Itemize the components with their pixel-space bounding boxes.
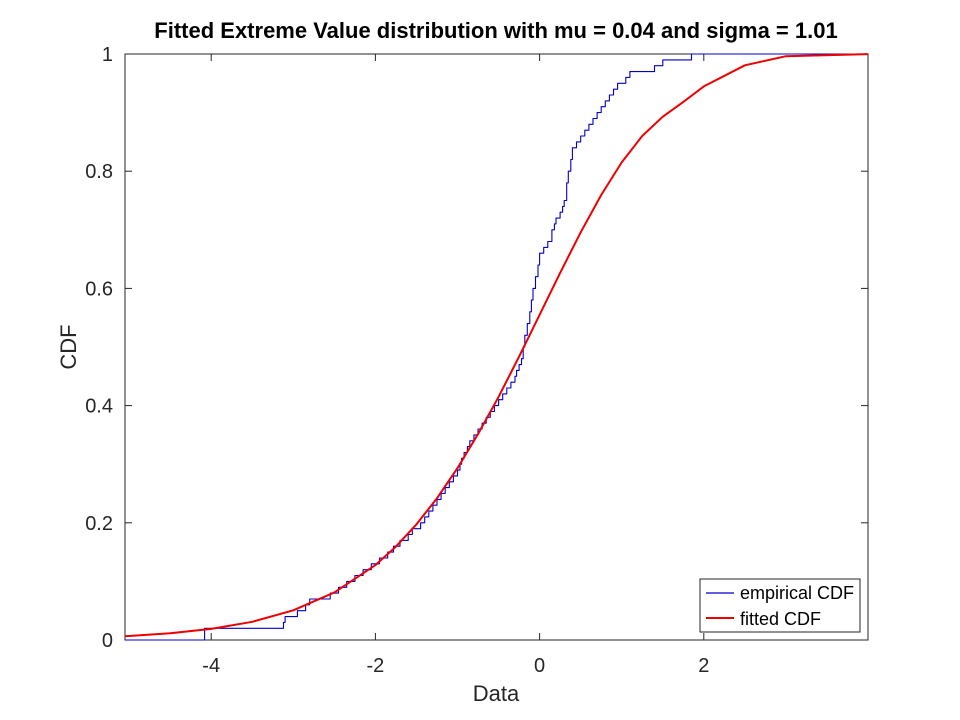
y-tick-label: 0.4 <box>85 396 113 418</box>
x-axis-label: Data <box>473 681 520 706</box>
y-axis: 0 0.2 0.4 0.6 0.8 1 <box>85 44 868 652</box>
x-tick-label: -4 <box>202 655 220 677</box>
y-tick-label: 0.8 <box>85 161 113 183</box>
series-line-empirical-cdf <box>125 53 868 641</box>
series-layer <box>124 53 869 641</box>
y-tick-label: 0 <box>102 630 113 652</box>
legend-label-empirical: empirical CDF <box>740 583 854 603</box>
legend-box <box>699 578 861 633</box>
plot-area: -4 -2 0 2 0 0.2 0.4 0.6 0.8 1 <box>85 44 869 677</box>
y-axis-label: CDF <box>56 324 81 369</box>
x-tick-label: 2 <box>698 655 709 677</box>
legend-label-fitted: fitted CDF <box>740 609 821 629</box>
y-tick-label: 1 <box>102 44 113 66</box>
x-tick-label: -2 <box>367 655 385 677</box>
x-tick-label: 0 <box>534 655 545 677</box>
y-tick-label: 0.2 <box>85 513 113 535</box>
series-line-fitted-cdf <box>124 53 869 638</box>
legend: empirical CDF fitted CDF <box>699 578 861 633</box>
y-tick-label: 0.6 <box>85 278 113 300</box>
x-axis: -4 -2 0 2 <box>202 54 709 677</box>
axes-box <box>124 53 869 641</box>
chart-title: Fitted Extreme Value distribution with m… <box>154 18 837 43</box>
